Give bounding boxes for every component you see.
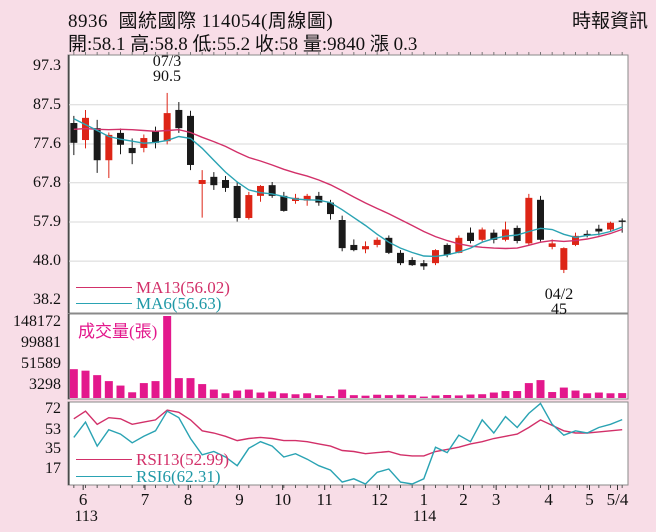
chart-title: 8936 國統國際 114054(周線圖) <box>68 11 334 32</box>
ma6-line-swatch <box>76 303 132 304</box>
trough-date-label: 04/2 <box>544 286 574 303</box>
ma13-line <box>73 127 623 250</box>
volume-axis-label: 148172 <box>13 313 61 330</box>
quote-summary-line: 開:58.1 高:58.8 低:55.2 收:58 量:9840 漲 0.3 <box>68 34 418 55</box>
volume-axis-label: 51589 <box>21 355 61 372</box>
price-axis-label: 77.6 <box>33 134 61 152</box>
price-axis-label: 57.9 <box>33 212 61 230</box>
rsi-axis-label: 35 <box>45 440 61 458</box>
price-axis-label: 67.8 <box>33 173 61 191</box>
ma13-legend: MA13(56.02) <box>76 279 230 296</box>
rsi13-line-swatch <box>76 459 132 460</box>
rsi13-line <box>73 409 623 457</box>
ma13-legend-label: MA13(56.02) <box>136 278 230 297</box>
volume-axis-label: 3298 <box>29 376 61 393</box>
rsi13-legend: RSI13(52.99) <box>76 451 229 468</box>
month-axis-label: 11 <box>316 490 333 509</box>
peak-annotation: 07/3 90.5 <box>135 53 199 85</box>
price-axis-label: 38.2 <box>33 290 61 308</box>
month-axis-label: 5 <box>585 490 594 509</box>
peak-value-label: 90.5 <box>153 68 181 85</box>
month-axis-label: 3 <box>491 490 501 509</box>
month-axis-label: 12 <box>371 490 388 509</box>
month-axis-label: 6 <box>78 490 88 509</box>
ma6-line <box>73 118 623 258</box>
rsi6-legend: RSI6(62.31) <box>76 468 221 485</box>
month-axis-label: 1 <box>419 490 429 509</box>
ma6-legend-label: MA6(56.63) <box>136 294 222 313</box>
rsi13-legend-label: RSI13(52.99) <box>136 450 230 469</box>
month-axis-label: 4 <box>544 490 553 509</box>
month-axis-label: 5/4 <box>606 490 629 509</box>
month-axis-label: 8 <box>183 490 193 509</box>
volume-axis-label: 99881 <box>21 334 61 351</box>
month-axis-label: 2 <box>459 490 468 509</box>
price-axis-label: 87.5 <box>33 95 61 113</box>
year-axis-label: 114 <box>412 508 437 525</box>
month-axis-label: 10 <box>274 490 292 509</box>
price-gridlines <box>69 104 627 262</box>
month-axis-label: 7 <box>140 490 150 509</box>
rsi6-line-swatch <box>76 476 132 477</box>
price-axis-label: 48.0 <box>33 252 61 270</box>
data-source-label: 時報資訊 <box>571 11 648 32</box>
volume-panel-label: 成交量(張) <box>78 322 158 341</box>
volume-bars <box>69 316 627 398</box>
price-axis-label: 97.3 <box>33 57 61 74</box>
trough-annotation: 04/2 45 <box>527 286 591 318</box>
year-axis-label: 113 <box>74 508 98 525</box>
ma13-line-swatch <box>76 287 132 288</box>
price-panel <box>67 54 629 314</box>
trough-value-label: 45 <box>551 301 567 318</box>
rsi6-line <box>73 402 623 485</box>
rsi-axis-label: 17 <box>45 460 61 477</box>
volume-panel <box>67 313 629 400</box>
rsi-axis-label: 53 <box>45 420 61 438</box>
ma6-legend: MA6(56.63) <box>76 295 221 312</box>
peak-date-label: 07/3 <box>152 53 182 70</box>
rsi6-legend-label: RSI6(62.31) <box>136 467 221 486</box>
month-axis-label: 9 <box>235 490 244 509</box>
rsi-axis-label: 72 <box>45 400 61 417</box>
week-tick-marks <box>73 52 623 490</box>
